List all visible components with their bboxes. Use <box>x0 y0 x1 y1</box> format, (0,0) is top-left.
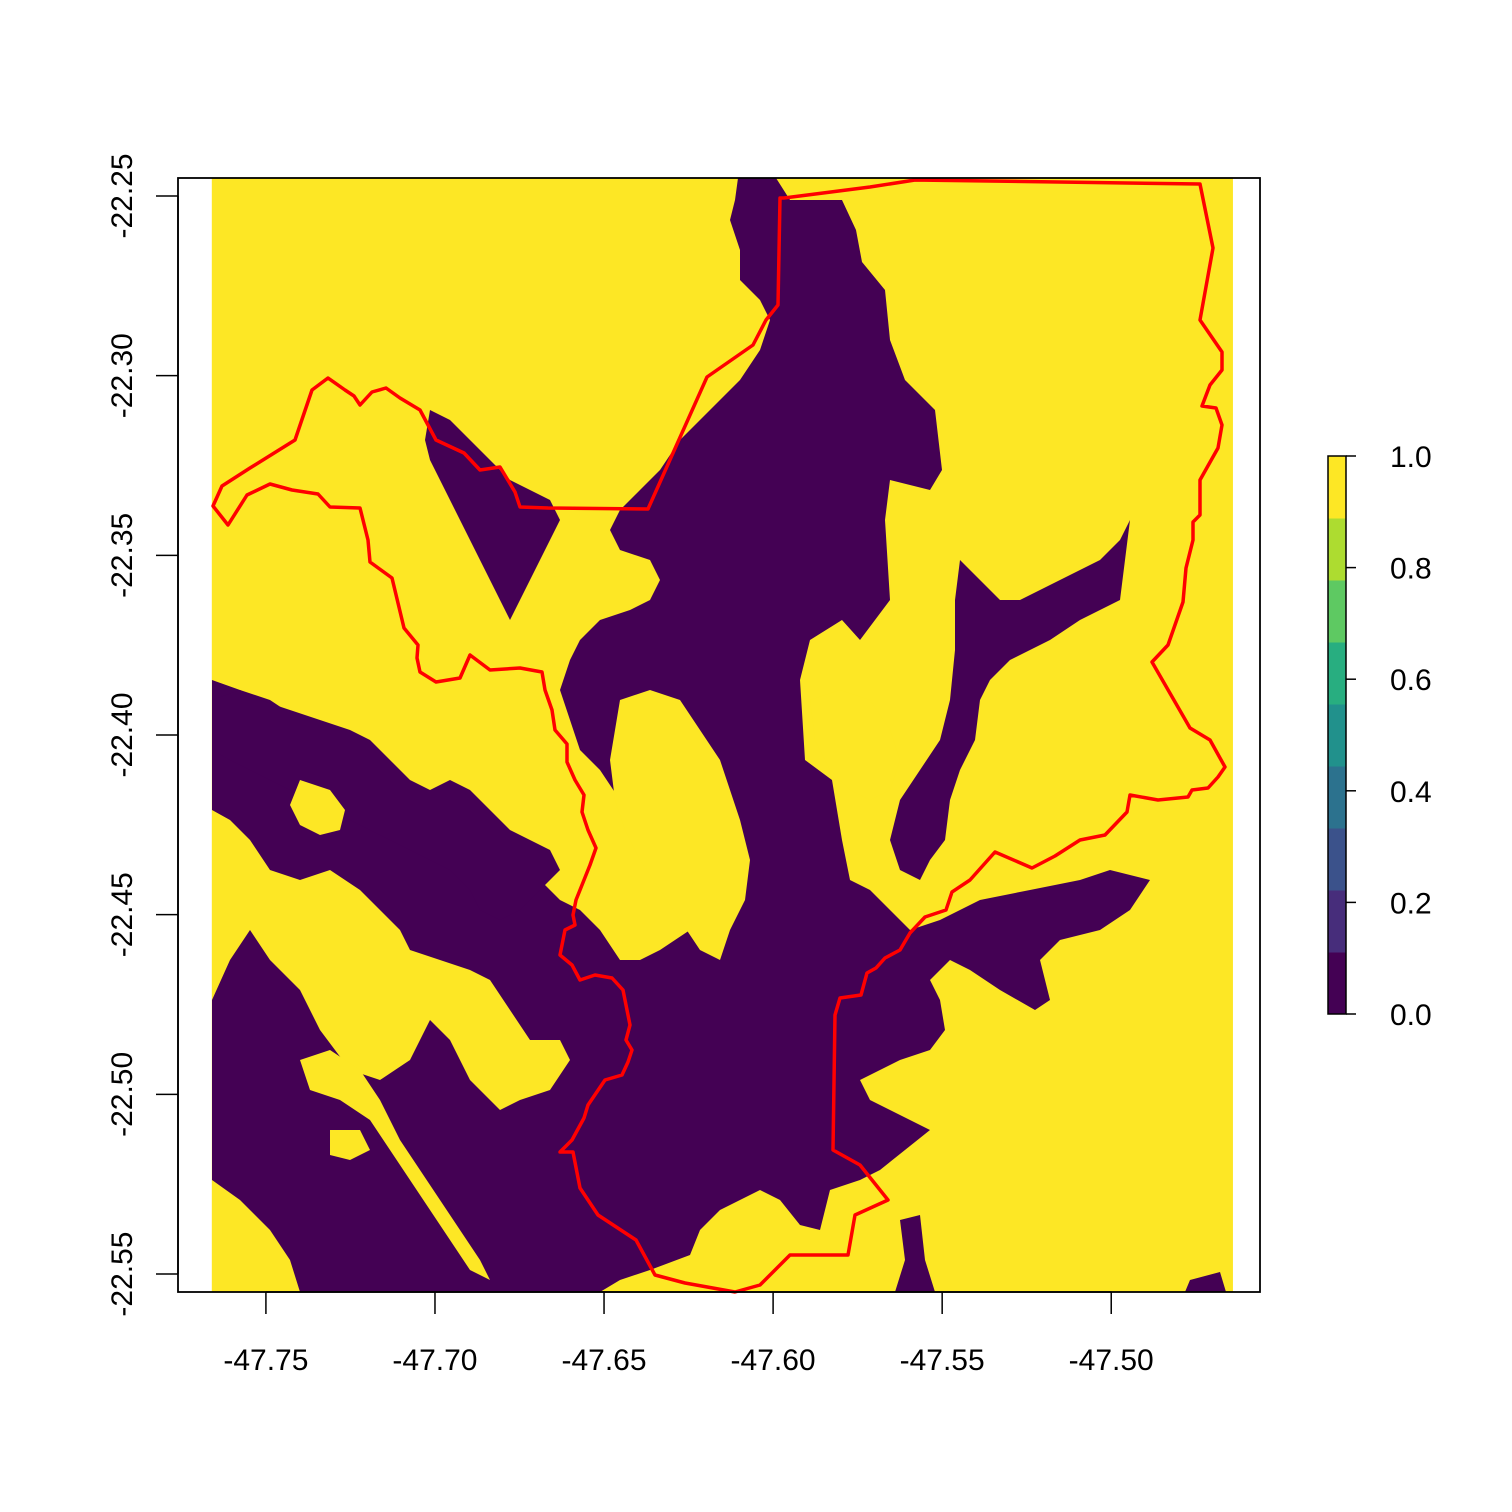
legend-color-bin <box>1328 952 1346 1015</box>
x-axis: -47.75 -47.70 -47.65 -47.60 -47.55 -47.50 <box>223 1291 1154 1377</box>
legend-color-bin <box>1328 704 1346 767</box>
y-tick-label: -22.50 <box>106 1052 139 1137</box>
one-island-bottom <box>330 1130 370 1160</box>
x-tick-label: -47.75 <box>223 1344 308 1377</box>
x-tick-label: -47.60 <box>731 1344 816 1377</box>
x-tick-label: -47.50 <box>1069 1344 1154 1377</box>
x-tick-label: -47.55 <box>900 1344 985 1377</box>
y-tick-label: -22.45 <box>106 872 139 957</box>
y-tick-label: -22.40 <box>106 692 139 777</box>
legend-color-bin <box>1328 642 1346 705</box>
region-boundary-outline <box>211 178 1227 1294</box>
zero-region-western-arm <box>212 690 560 920</box>
x-tick-label: -47.70 <box>392 1344 477 1377</box>
legend-tick-label: 0.2 <box>1390 887 1432 920</box>
legend-tick-label: 0.0 <box>1390 999 1432 1032</box>
zero-region-north-tributary <box>425 410 560 620</box>
zero-region-eastern-arm <box>890 520 1130 880</box>
y-tick-label: -22.55 <box>106 1231 139 1316</box>
y-tick-label: -22.25 <box>106 153 139 238</box>
y-tick-label: -22.35 <box>106 513 139 598</box>
one-island-southwest <box>300 1050 490 1280</box>
legend-color-bin <box>1328 828 1346 891</box>
one-island-east-mid <box>810 690 900 800</box>
color-legend: 0.0 0.2 0.4 0.6 0.8 1.0 <box>1327 441 1432 1032</box>
one-island-central <box>610 690 750 960</box>
legend-color-bin <box>1328 766 1346 829</box>
legend-frame <box>1327 455 1347 1015</box>
legend-tick-label: 0.8 <box>1390 553 1432 586</box>
legend-tick-label: 1.0 <box>1390 441 1432 474</box>
zero-region-southeast-inlet <box>1185 1272 1226 1292</box>
legend-color-bin <box>1328 456 1346 519</box>
one-island-west <box>290 780 345 835</box>
one-island-lower-left <box>212 1180 300 1292</box>
legend-color-bin <box>1328 518 1346 581</box>
zero-region-south-inlet <box>895 1215 935 1292</box>
legend-tick-label: 0.4 <box>1390 776 1432 809</box>
legend-color-bin <box>1328 580 1346 643</box>
raster-value-one-islands <box>212 690 900 1292</box>
y-axis: -22.25 -22.30 -22.35 -22.40 -22.45 -22.50 -22.… <box>106 153 179 1317</box>
y-tick-label: -22.30 <box>106 333 139 418</box>
legend-tick-label: 0.6 <box>1390 664 1432 697</box>
legend-color-bin <box>1328 890 1346 953</box>
x-tick-label: -47.65 <box>561 1344 646 1377</box>
